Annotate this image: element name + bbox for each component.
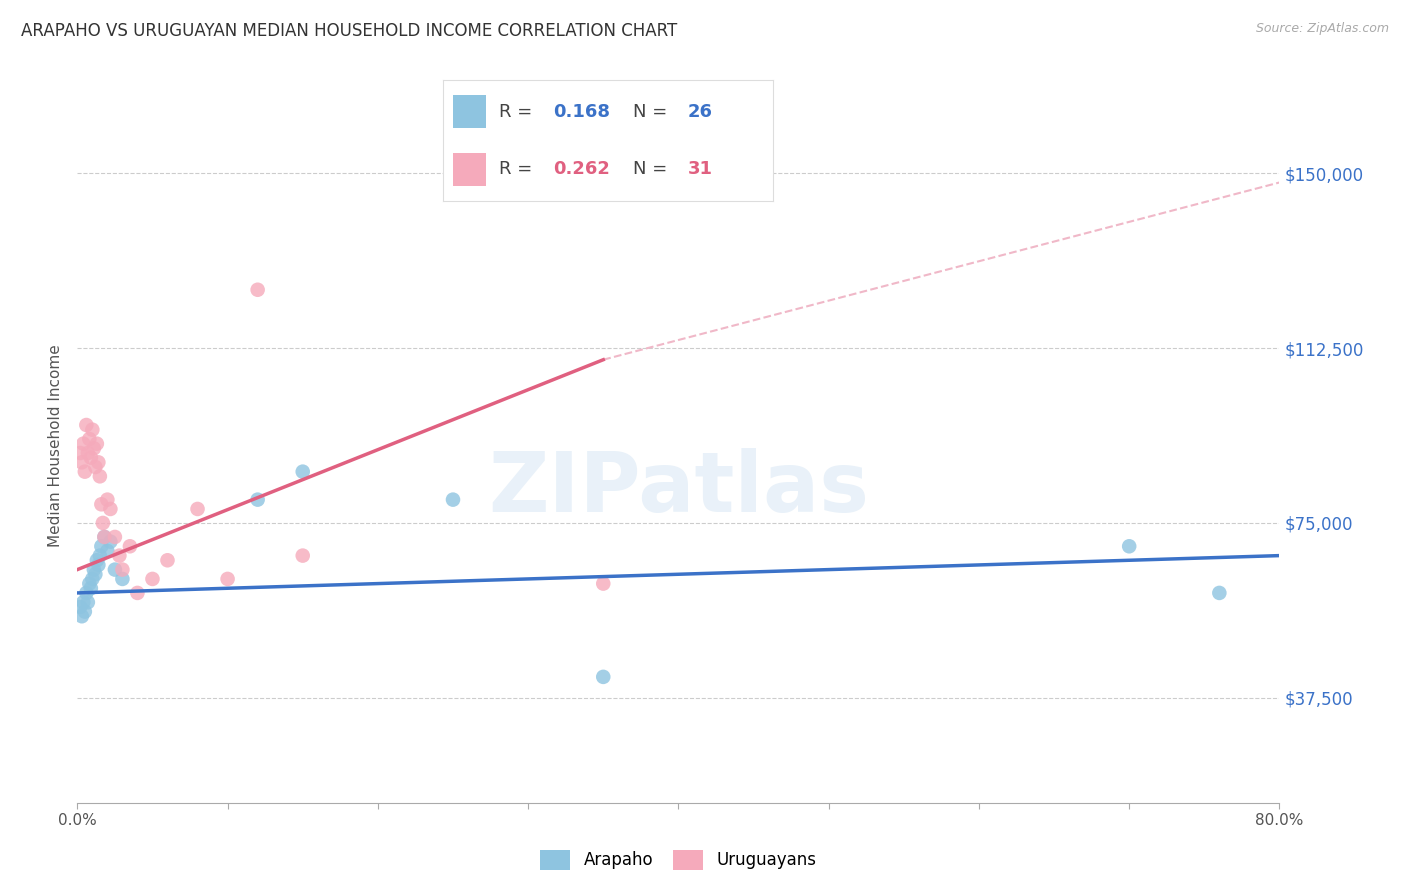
Point	[89, 549, 111, 563]
Point	[1208, 586, 1230, 600]
Point	[441, 492, 464, 507]
Point	[91, 516, 114, 530]
Point	[69, 446, 91, 460]
Point	[70, 455, 93, 469]
Point	[108, 549, 131, 563]
Point	[127, 586, 149, 600]
Point	[104, 563, 127, 577]
Point	[80, 450, 103, 465]
Text: ARAPAHO VS URUGUAYAN MEDIAN HOUSEHOLD INCOME CORRELATION CHART: ARAPAHO VS URUGUAYAN MEDIAN HOUSEHOLD IN…	[21, 22, 678, 40]
Point	[86, 436, 108, 450]
Text: Source: ZipAtlas.com: Source: ZipAtlas.com	[1256, 22, 1389, 36]
Point	[75, 586, 97, 600]
Point	[592, 670, 614, 684]
Point	[90, 497, 112, 511]
Point	[79, 432, 101, 446]
Legend: Arapaho, Uruguayans: Arapaho, Uruguayans	[534, 843, 823, 877]
FancyBboxPatch shape	[453, 153, 486, 186]
Point	[87, 558, 110, 572]
Point	[100, 502, 122, 516]
Point	[73, 465, 96, 479]
Point	[111, 563, 134, 577]
Point	[89, 469, 111, 483]
Point	[156, 553, 179, 567]
Text: N =: N =	[633, 103, 673, 120]
Text: ZIPatlas: ZIPatlas	[488, 449, 869, 529]
Point	[141, 572, 163, 586]
Point	[69, 599, 91, 614]
Point	[72, 595, 94, 609]
Text: 31: 31	[688, 161, 713, 178]
Point	[96, 544, 118, 558]
Point	[90, 539, 112, 553]
Point	[217, 572, 239, 586]
Point	[70, 609, 93, 624]
Point	[79, 576, 101, 591]
Point	[75, 417, 97, 432]
Point	[246, 283, 269, 297]
Text: R =: R =	[499, 103, 538, 120]
Text: 0.262: 0.262	[554, 161, 610, 178]
FancyBboxPatch shape	[453, 95, 486, 128]
Point	[82, 572, 104, 586]
Point	[76, 446, 98, 460]
Point	[84, 567, 107, 582]
Point	[72, 436, 94, 450]
Point	[84, 460, 107, 475]
Point	[291, 549, 314, 563]
Point	[592, 576, 614, 591]
Point	[73, 605, 96, 619]
Point	[86, 553, 108, 567]
Text: N =: N =	[633, 161, 673, 178]
Point	[246, 492, 269, 507]
Point	[83, 442, 105, 456]
Point	[76, 595, 98, 609]
Point	[104, 530, 127, 544]
Point	[93, 530, 115, 544]
Point	[87, 455, 110, 469]
Point	[96, 492, 118, 507]
Point	[82, 423, 104, 437]
Y-axis label: Median Household Income: Median Household Income	[48, 344, 63, 548]
Point	[291, 465, 314, 479]
Text: R =: R =	[499, 161, 538, 178]
Point	[80, 581, 103, 595]
Point	[1118, 539, 1140, 553]
Point	[93, 530, 115, 544]
Text: 0.168: 0.168	[554, 103, 610, 120]
Point	[100, 534, 122, 549]
Text: 26: 26	[688, 103, 713, 120]
Point	[83, 563, 105, 577]
Point	[187, 502, 209, 516]
Point	[111, 572, 134, 586]
Point	[118, 539, 141, 553]
